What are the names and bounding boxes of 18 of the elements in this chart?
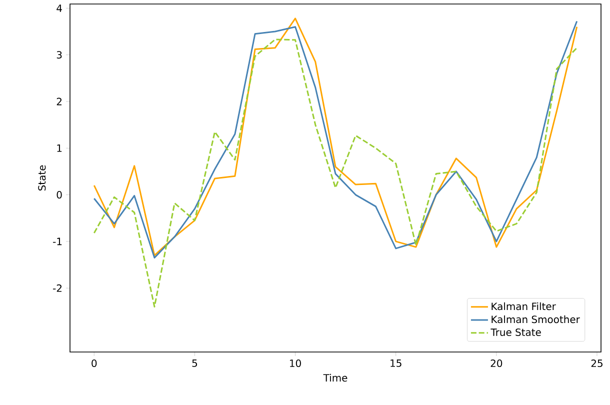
legend-label: Kalman Filter xyxy=(492,302,556,310)
legend-label: Kalman Smoother xyxy=(492,315,580,324)
y-tick-label: 2 xyxy=(56,98,62,106)
y-tick-label: 1 xyxy=(57,144,62,152)
y-tick-label: 0 xyxy=(56,191,62,199)
x-axis-title: Time xyxy=(323,374,348,382)
x-tick-label: 25 xyxy=(591,360,602,368)
y-tick-label: -2 xyxy=(53,284,62,292)
x-tick-label: 20 xyxy=(490,360,502,368)
y-tick-label: 4 xyxy=(56,4,62,12)
x-tick-label: 0 xyxy=(92,360,97,368)
y-axis-title: State xyxy=(38,165,46,191)
x-tick-label: 10 xyxy=(290,360,301,368)
y-tick-label: -1 xyxy=(53,238,62,246)
legend-label: True State xyxy=(490,328,541,336)
x-tick-label: 5 xyxy=(192,360,198,367)
y-tick-label: 3 xyxy=(56,51,62,59)
x-tick-label: 15 xyxy=(390,360,402,367)
